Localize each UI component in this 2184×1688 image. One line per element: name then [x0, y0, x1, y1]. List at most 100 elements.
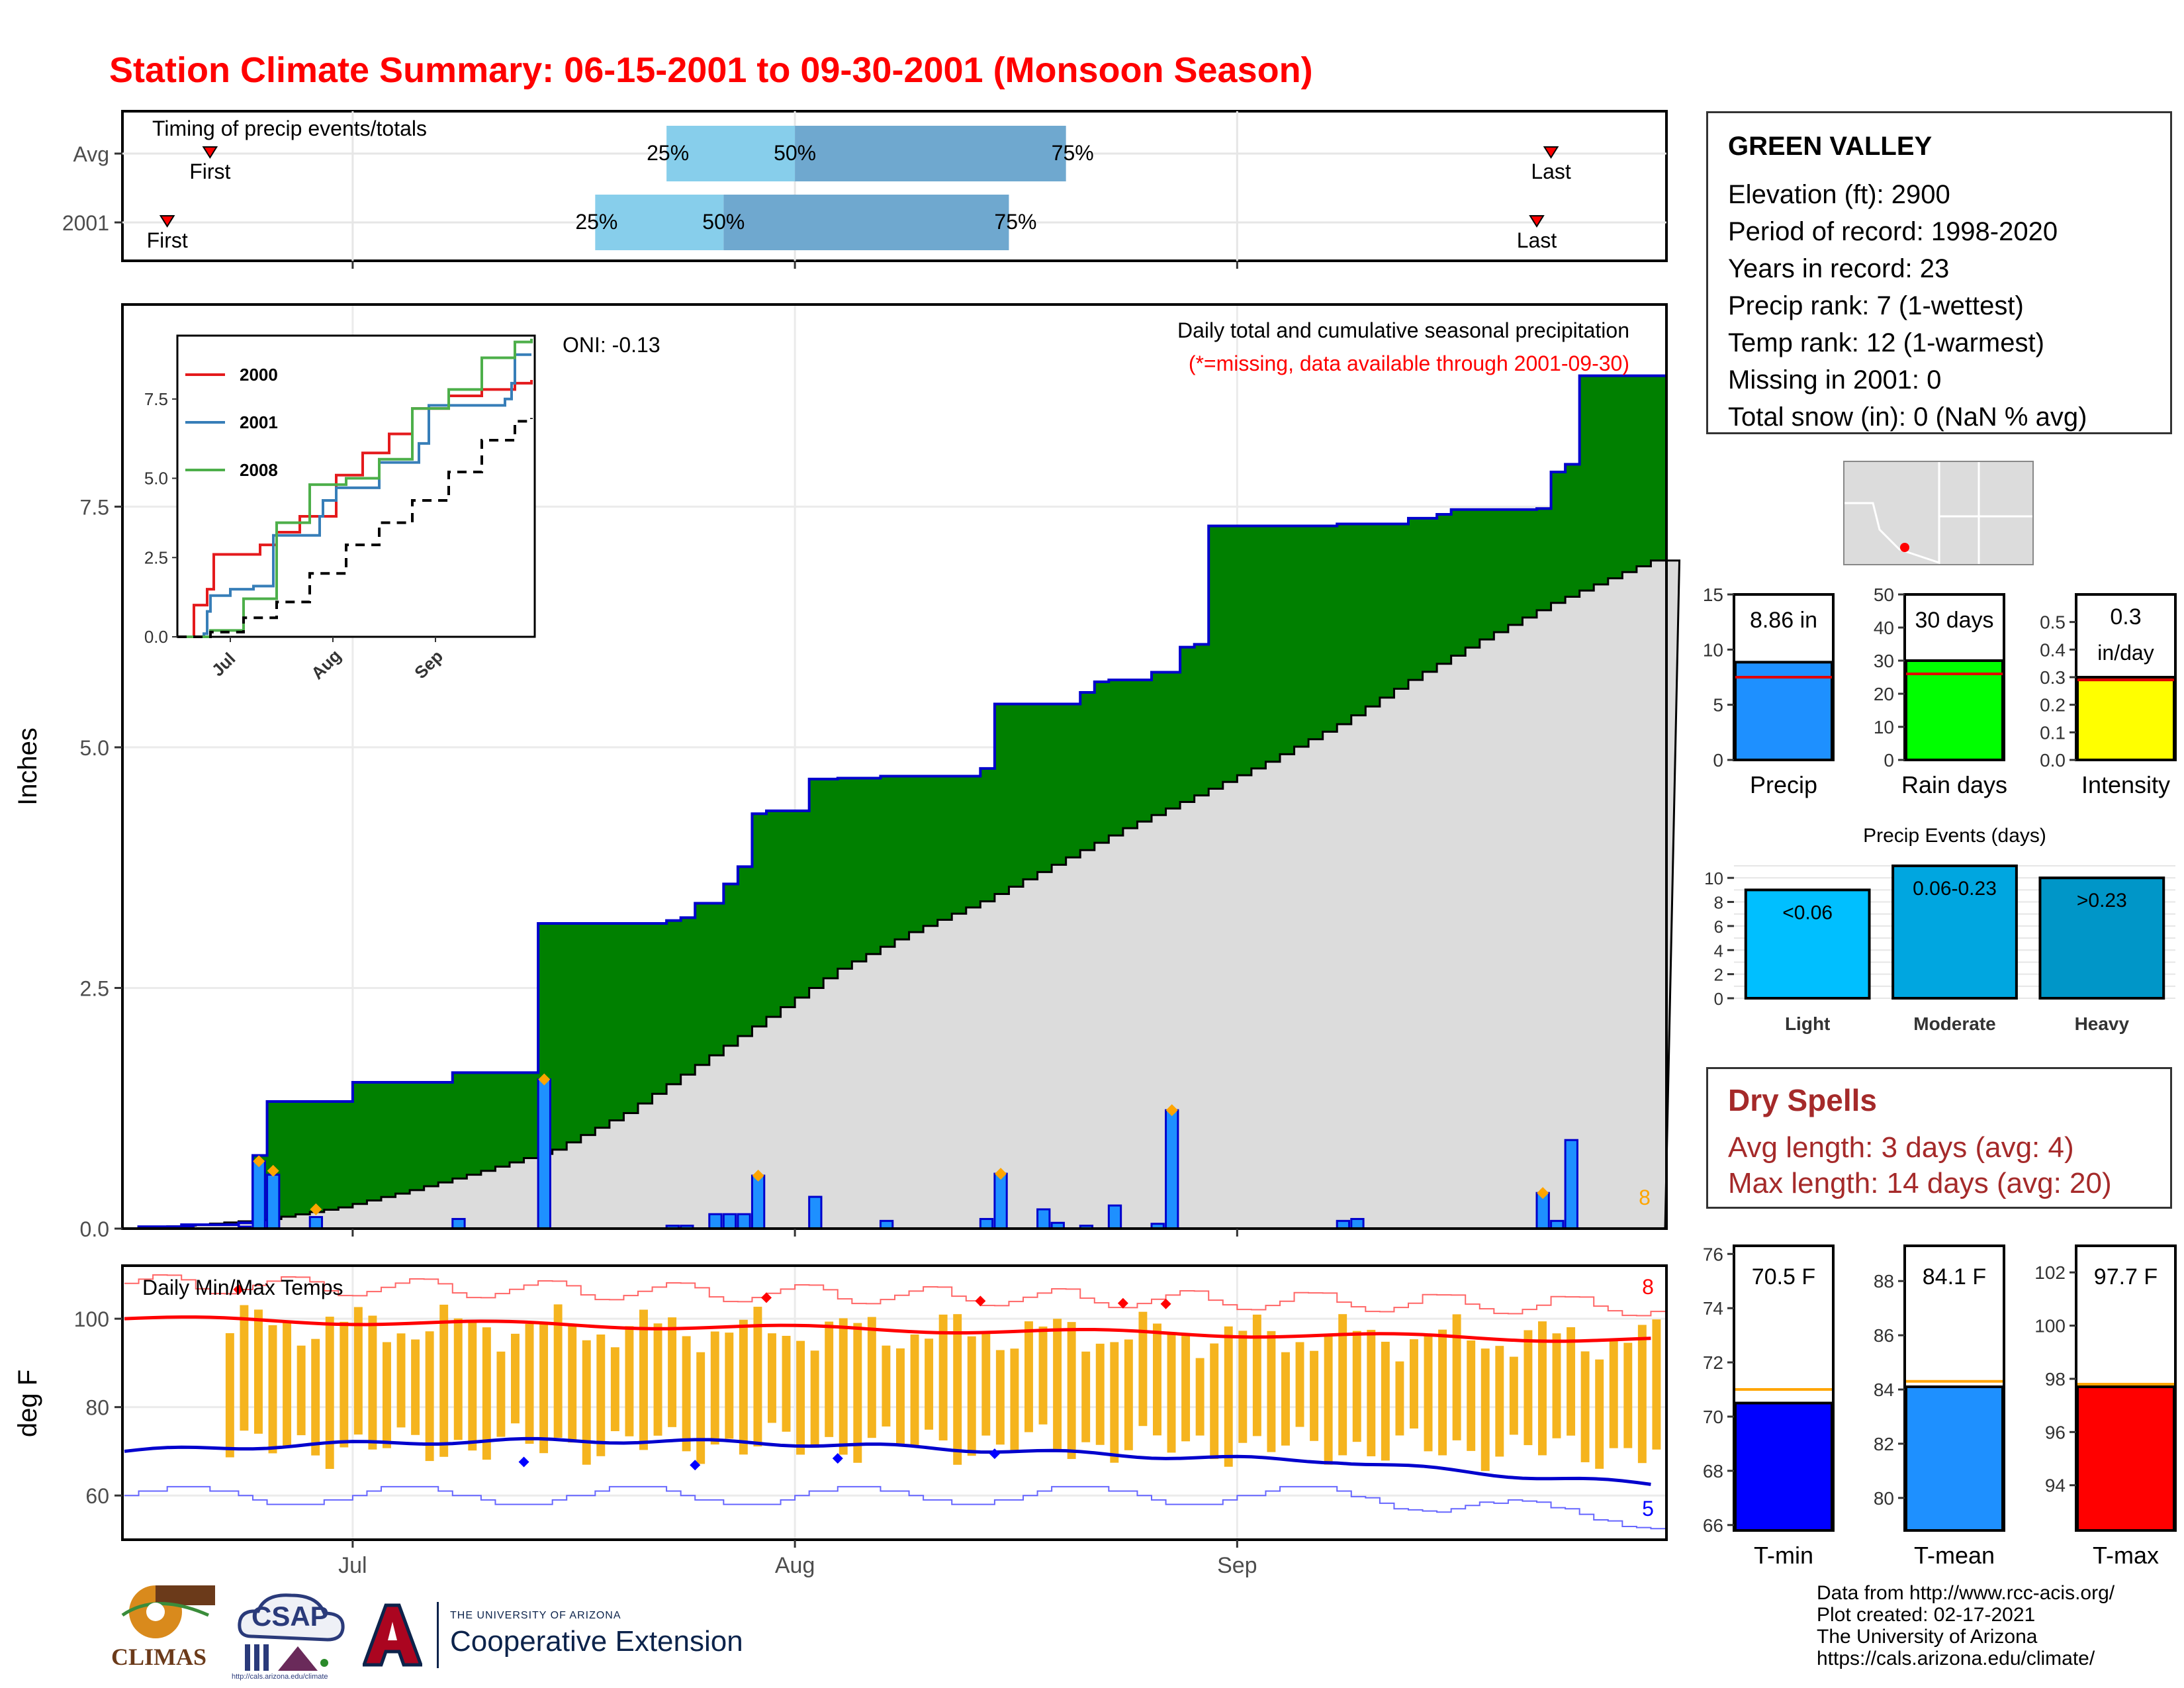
- daily-precip-bar: [266, 1174, 281, 1230]
- daily-temp-range-bar: [925, 1338, 934, 1430]
- timing-first-label: First: [147, 228, 188, 252]
- timing-row-label: 2001: [62, 211, 109, 235]
- inset-y-tick-label: 5.0: [144, 469, 168, 489]
- temp-corner-high: 8: [1642, 1275, 1654, 1299]
- daily-temp-range-bar: [682, 1336, 691, 1452]
- timing-pct-label: 75%: [994, 210, 1036, 234]
- timing-pct-label: 25%: [647, 141, 689, 165]
- tmin-y-tick-label: 72: [1703, 1352, 1723, 1373]
- credit-source: Data from http://www.rcc-acis.org/: [1817, 1582, 2115, 1604]
- rain-days-value-label: 30 days: [1915, 608, 1993, 633]
- daily-temp-range-bar: [311, 1338, 320, 1456]
- daily-temp-range-bar: [1652, 1319, 1661, 1450]
- location-map-frame: [1843, 461, 2034, 565]
- station-period: Period of record: 1998-2020: [1728, 217, 2058, 246]
- daily-temp-range-bar: [225, 1333, 234, 1458]
- daily-precip-bar: [308, 1216, 324, 1230]
- daily-temp-range-bar: [1580, 1351, 1590, 1462]
- credit-university: The University of Arizona: [1817, 1626, 2038, 1648]
- precip-corner-label: 8: [1639, 1186, 1651, 1209]
- daily-temp-range-bar: [1495, 1346, 1504, 1457]
- station-temp-rank: Temp rank: 12 (1-warmest): [1728, 328, 2044, 357]
- rain-days-y-tick-label: 10: [1874, 717, 1894, 737]
- precip-events-y-tick-label: 2: [1714, 965, 1723, 985]
- precip-total-y-tick-label: 5: [1713, 695, 1723, 716]
- daily-temp-range-bar: [696, 1352, 705, 1464]
- daily-temp-range-bar: [568, 1325, 577, 1443]
- timing-bar-25-50: [595, 195, 724, 250]
- tmax-y-tick-label: 100: [2034, 1316, 2066, 1336]
- precip-events-bar-label: <0.06: [1782, 902, 1833, 923]
- precip-y-axis-label: Inches: [13, 727, 42, 806]
- daily-precip-bar: [251, 1160, 266, 1230]
- daily-precip-bar: [1350, 1217, 1365, 1230]
- record-high-marker: [975, 1295, 986, 1307]
- daily-temp-range-bar: [882, 1345, 891, 1427]
- temp-x-tick-label: Sep: [1217, 1553, 1257, 1578]
- tmin-y-tick-label: 76: [1703, 1244, 1723, 1264]
- ua-block-a-logo: [361, 1602, 424, 1668]
- daily-temp-range-bar: [1367, 1329, 1376, 1456]
- page-title: Station Climate Summary: 06-15-2001 to 0…: [109, 50, 1313, 90]
- tmean-frame: [1903, 1244, 2005, 1532]
- intensity-y-tick-label: 0.1: [2040, 722, 2066, 743]
- record-high-marker: [761, 1292, 772, 1303]
- daily-temp-range-bar: [1267, 1331, 1276, 1452]
- tmean-y-tick-label: 80: [1874, 1488, 1894, 1509]
- inset-series-2008: [177, 338, 533, 638]
- timing-first-marker: [159, 215, 175, 228]
- normal-low-line: [124, 1436, 1651, 1486]
- record-precip-marker: [538, 1073, 551, 1086]
- record-precip-marker: [1165, 1104, 1178, 1117]
- daily-precip-bar: [708, 1213, 723, 1230]
- data-credits: Data from http://www.rcc-acis.org/ Plot …: [1817, 1582, 2115, 1669]
- temp-panel-frame: [121, 1264, 1668, 1541]
- precip-events-y-tick-label: 10: [1704, 868, 1723, 888]
- tmean-y-tick-label: 88: [1874, 1271, 1894, 1291]
- rain-days-y-tick-label: 20: [1874, 684, 1894, 704]
- record-precip-marker: [1537, 1187, 1549, 1199]
- daily-temp-range-bar: [353, 1307, 363, 1435]
- ua-divider: [437, 1602, 439, 1668]
- record-precip-marker: [267, 1164, 279, 1177]
- daily-precip-bar: [537, 1078, 551, 1230]
- precip-y-tick-label: 0.0: [80, 1217, 109, 1241]
- inset-series-normal: [177, 418, 533, 638]
- normal-cumulative-area: [124, 559, 1681, 1230]
- precip-events-bar-label: 0.06-0.23: [1913, 878, 1997, 900]
- timing-last-marker: [1529, 215, 1545, 228]
- tmin-category-label: T-min: [1754, 1542, 1813, 1569]
- daily-temp-range-bar: [1138, 1311, 1148, 1427]
- temp-y-tick-label: 80: [85, 1396, 109, 1420]
- daily-precip-bar: [722, 1213, 737, 1230]
- daily-temp-range-bar: [1352, 1331, 1361, 1442]
- precip-events-title: Precip Events (days): [1863, 825, 2046, 847]
- temp-panel-bg: [122, 1266, 1666, 1540]
- timing-bar-50-75: [723, 195, 1009, 250]
- daily-temp-range-bar: [268, 1325, 277, 1454]
- timing-first-label: First: [189, 160, 230, 183]
- state-borders: [1844, 461, 2033, 565]
- daily-temp-range-bar: [753, 1307, 762, 1447]
- daily-temp-range-bar: [1480, 1348, 1490, 1472]
- precip-events-y-tick-label: 0: [1714, 989, 1723, 1009]
- timing-panel-label: Timing of precip events/totals: [152, 117, 427, 140]
- daily-precip-bar: [737, 1213, 751, 1230]
- daily-temp-range-bar: [910, 1335, 919, 1446]
- timing-bar-25-50: [666, 126, 796, 181]
- precip-events-category-label: Heavy: [2075, 1013, 2130, 1034]
- intensity-value-unit: in/day: [2097, 641, 2154, 665]
- record-low-marker: [832, 1453, 843, 1464]
- precip-total-value-label: 8.86 in: [1750, 608, 1817, 633]
- precip-y-tick-label: 5.0: [80, 736, 109, 760]
- daily-temp-range-bar: [725, 1333, 734, 1439]
- temp-y-tick-label: 100: [74, 1307, 109, 1331]
- tmean-y-tick-label: 82: [1874, 1434, 1894, 1454]
- tmean-y-tick-label: 84: [1874, 1380, 1894, 1400]
- ua-logo-top: THE UNIVERSITY OF ARIZONA: [450, 1610, 621, 1621]
- tmax-y-tick-label: 98: [2045, 1369, 2066, 1389]
- daily-temp-range-bar: [439, 1304, 449, 1457]
- tmin-y-tick-label: 70: [1703, 1407, 1723, 1427]
- temp-x-tick-label: Jul: [338, 1553, 367, 1578]
- csap-logo-url: http://cals.arizona.edu/climate: [232, 1673, 328, 1681]
